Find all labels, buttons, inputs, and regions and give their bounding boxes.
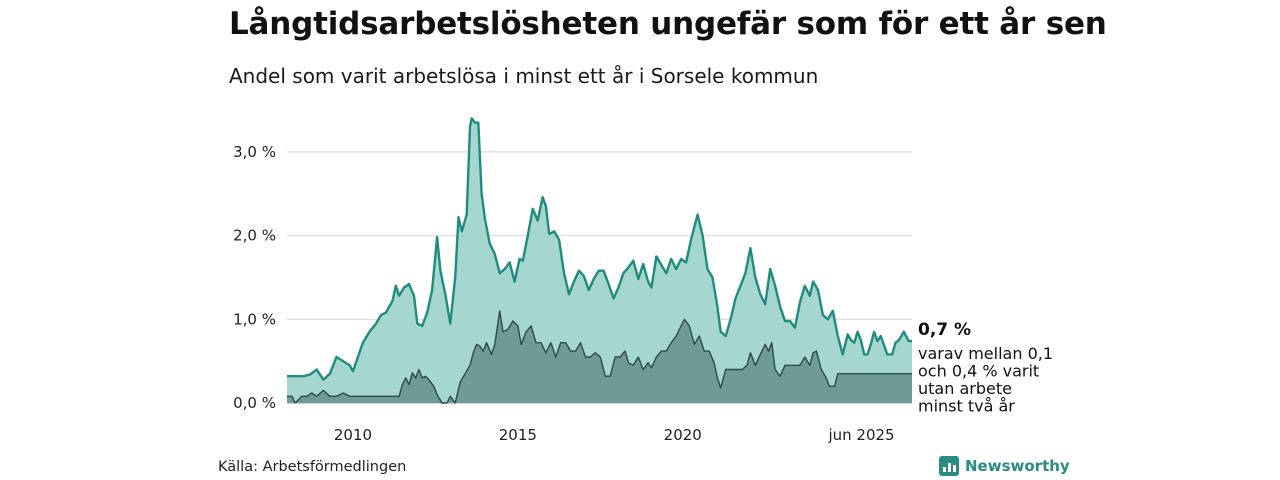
end-value-label: 0,7 % [918, 320, 971, 340]
x-tick-label: 2010 [334, 426, 372, 444]
y-tick-label: 2,0 % [233, 227, 276, 245]
newsworthy-logo-icon [939, 456, 959, 476]
x-tick-label: 2020 [664, 426, 702, 444]
brand-name: Newsworthy [965, 457, 1070, 475]
end-sub-label: och 0,4 % varit [918, 362, 1039, 381]
end-sub-label: minst två år [918, 397, 1015, 416]
series-sub-line [287, 310, 912, 404]
chart-title: Långtidsarbetslösheten ungefär som för e… [229, 6, 1107, 42]
y-tick-label: 1,0 % [233, 310, 276, 328]
y-tick-label: 0,0 % [233, 394, 276, 412]
brand[interactable]: Newsworthy [939, 456, 1070, 476]
end-sub-label: varav mellan 0,1 [918, 344, 1053, 363]
chart-subtitle: Andel som varit arbetslösa i minst ett å… [229, 64, 819, 88]
end-sub-label: utan arbete [918, 379, 1012, 398]
series-main-line [287, 117, 912, 381]
series-main-area [287, 118, 912, 404]
source-note: Källa: Arbetsförmedlingen [218, 459, 407, 475]
x-tick-label: jun 2025 [827, 426, 894, 444]
y-tick-label: 3,0 % [233, 143, 276, 161]
x-tick-label: 2015 [499, 426, 537, 444]
